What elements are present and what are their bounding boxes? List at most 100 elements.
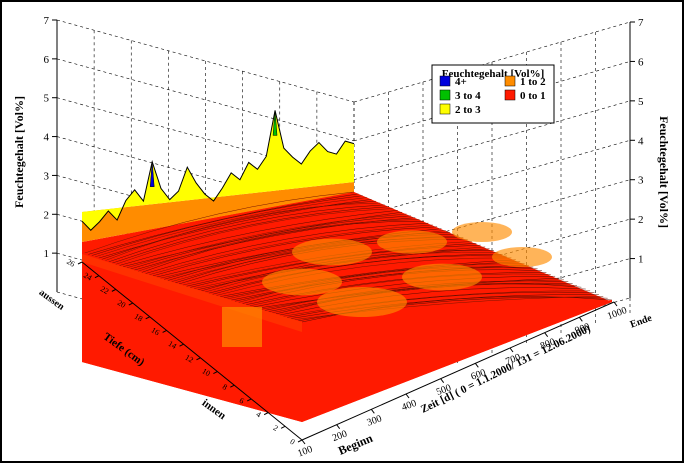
y-tick-label: 16 [150, 325, 161, 337]
z-tick-label-right: 6 [638, 56, 644, 68]
surface-ridge [141, 221, 424, 273]
x-tick-label: 100 [296, 444, 314, 459]
legend-box [431, 64, 555, 124]
y-tick-label: 26 [65, 257, 76, 269]
x-tick-label: 900 [574, 321, 592, 336]
surface-ridge [283, 290, 591, 317]
x-tick-label: 400 [400, 398, 418, 413]
x-tick-label: 800 [539, 337, 557, 352]
x-tick-label: 500 [435, 383, 453, 398]
front-panel [222, 307, 262, 347]
surface-orange-patch [292, 238, 372, 266]
legend-label: 4+ [455, 76, 467, 88]
x-tick [370, 409, 375, 414]
y-tick [162, 330, 167, 333]
legend-swatch [439, 75, 451, 87]
y-tick [230, 384, 235, 388]
surface-orange-patch [317, 287, 407, 317]
x-tick-label: 600 [470, 367, 488, 382]
surface-ridge [104, 202, 381, 262]
z-tick-label-left: 6 [44, 54, 50, 66]
surface-ridge [219, 259, 516, 297]
y-tick-label: 0 [289, 437, 297, 447]
y-tick [280, 425, 286, 429]
z-axis-label-right: Feuchtegehalt [Vol%] [657, 116, 671, 228]
x-tick [578, 317, 583, 322]
surface-ridge [227, 263, 525, 300]
surface-ridge [246, 272, 547, 305]
surface-ridge [81, 191, 355, 255]
surface-ridge [242, 269, 543, 304]
surface-ridge [279, 287, 586, 316]
x-tick [544, 332, 549, 337]
surface-ridge [149, 224, 433, 275]
x-tick [301, 439, 306, 445]
x-tick-label: 1000 [606, 305, 629, 322]
x-tick-label: 700 [504, 352, 522, 367]
legend-label: 1 to 2 [520, 76, 546, 88]
x-axis-end-label: Ende [629, 312, 654, 330]
legend-label: 3 to 4 [455, 90, 481, 102]
y-tick [94, 275, 100, 279]
surface-ridge [89, 195, 363, 257]
surface-orange-patch [402, 263, 482, 291]
x-tick [405, 393, 410, 399]
y-tick-label: 18 [133, 312, 144, 324]
z-tick-label-left: 5 [44, 93, 50, 105]
x-axis-line [301, 301, 615, 441]
moisture-yellow-area [82, 110, 354, 231]
z-axis-label-left: Feuchtegehalt [Vol%] [12, 96, 26, 208]
x-tick [440, 378, 445, 383]
y-tick [111, 288, 117, 292]
legend-label: 0 to 1 [520, 90, 546, 102]
y-tick [145, 316, 150, 320]
surface-ridge [152, 226, 438, 277]
moisture-spike [149, 161, 155, 187]
moisture-spike [272, 110, 278, 136]
z-tick-label-left: 2 [44, 209, 50, 221]
z-tick-label-left: 4 [44, 132, 50, 144]
surface-ridge [145, 222, 429, 274]
z-tick-label-right: 5 [638, 96, 644, 108]
x-tick [336, 424, 341, 429]
surface-ridge [100, 200, 376, 260]
axes: 7654321765432110020030040050060070080090… [44, 15, 645, 459]
legend-items: 4+ 1 to 2 3 to 4 0 to 1 2 to 3 [439, 75, 546, 116]
surface-orange-patch [492, 247, 552, 267]
surface-ridge [119, 210, 398, 266]
surface-ridge [212, 255, 508, 295]
z-tick-label-right: 3 [638, 175, 644, 187]
surface-ridge [130, 215, 411, 270]
y-tick [213, 371, 218, 374]
x-tick-label: 200 [331, 429, 349, 444]
x-tick [474, 363, 479, 368]
y-tick [196, 357, 201, 361]
legend-label: 2 to 3 [455, 104, 481, 116]
surface-orange-patch [377, 230, 447, 254]
surface-ridge [85, 193, 359, 256]
y-tick [179, 343, 184, 347]
y-tick-label: 24 [82, 271, 93, 283]
z-tick-label-left: 1 [44, 248, 50, 260]
y-tick [128, 302, 133, 306]
y-tick-label: 22 [99, 284, 110, 296]
surface-ridge [216, 257, 512, 296]
surface-ridge [249, 273, 551, 307]
z-tick-label-right: 1 [638, 254, 644, 266]
x-tick [613, 301, 618, 307]
surface-ridge [115, 208, 394, 265]
surface-ridge [108, 204, 385, 263]
y-tick [247, 398, 252, 402]
y-tick [263, 412, 269, 416]
legend-swatch [439, 103, 451, 115]
y-axis-bottom-label: innen [200, 397, 228, 422]
chart-svg: 7654321765432110020030040050060070080090… [12, 15, 671, 459]
z-tick-label-right: 4 [638, 135, 644, 147]
y-tick-label: 12 [184, 353, 195, 365]
y-tick-label: 2 [272, 423, 280, 433]
back-wall-fill-orange [82, 182, 354, 242]
surface-ridge [126, 213, 407, 269]
x-tick-label: 300 [366, 413, 384, 428]
surface-orange-patch [262, 268, 342, 296]
